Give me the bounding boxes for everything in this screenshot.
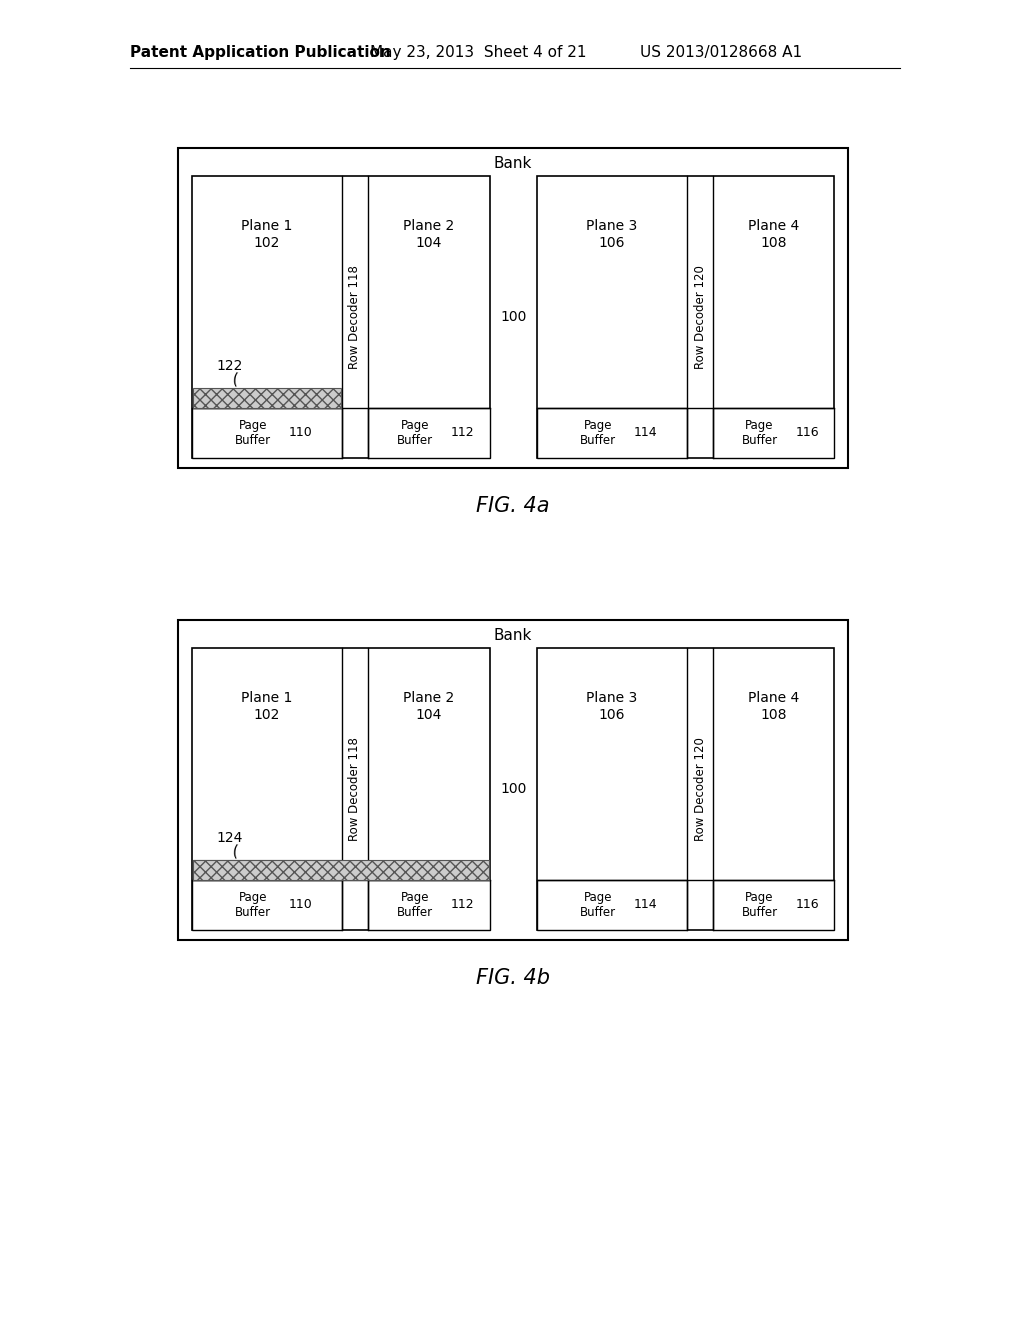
Text: 100: 100 bbox=[501, 310, 526, 323]
Text: (: ( bbox=[231, 371, 239, 387]
Text: 102: 102 bbox=[254, 236, 281, 249]
Bar bbox=[193, 408, 342, 458]
Text: 116: 116 bbox=[796, 426, 819, 440]
Text: Bank: Bank bbox=[494, 157, 532, 172]
Text: Page
Buffer: Page Buffer bbox=[580, 418, 616, 447]
Text: Page
Buffer: Page Buffer bbox=[397, 418, 433, 447]
Text: 106: 106 bbox=[599, 236, 626, 249]
Text: 124: 124 bbox=[217, 832, 243, 845]
Text: Plane 2: Plane 2 bbox=[403, 219, 455, 234]
Bar bbox=[193, 880, 342, 931]
Bar bbox=[537, 880, 687, 931]
Text: Plane 2: Plane 2 bbox=[403, 690, 455, 705]
Text: Plane 3: Plane 3 bbox=[587, 219, 638, 234]
Text: Patent Application Publication: Patent Application Publication bbox=[130, 45, 391, 59]
Bar bbox=[368, 408, 490, 458]
Text: 112: 112 bbox=[451, 426, 475, 440]
Text: 110: 110 bbox=[289, 899, 312, 912]
Text: Row Decoder 118: Row Decoder 118 bbox=[348, 265, 361, 368]
Text: 100: 100 bbox=[501, 781, 526, 796]
Text: Page
Buffer: Page Buffer bbox=[741, 891, 777, 919]
Text: FIG. 4b: FIG. 4b bbox=[476, 968, 550, 987]
Text: Plane 3: Plane 3 bbox=[587, 690, 638, 705]
Text: Row Decoder 118: Row Decoder 118 bbox=[348, 737, 361, 841]
Text: 122: 122 bbox=[217, 359, 243, 374]
Text: 104: 104 bbox=[416, 708, 442, 722]
Bar bbox=[713, 880, 834, 931]
Text: Plane 1: Plane 1 bbox=[242, 690, 293, 705]
Text: Page
Buffer: Page Buffer bbox=[234, 891, 271, 919]
Bar bbox=[537, 176, 834, 458]
Text: Page
Buffer: Page Buffer bbox=[234, 418, 271, 447]
Text: (: ( bbox=[231, 843, 239, 859]
Bar bbox=[368, 880, 490, 931]
Bar bbox=[193, 861, 489, 880]
Text: May 23, 2013  Sheet 4 of 21: May 23, 2013 Sheet 4 of 21 bbox=[370, 45, 587, 59]
Bar bbox=[193, 648, 490, 931]
Text: FIG. 4a: FIG. 4a bbox=[476, 496, 550, 516]
Text: Plane 4: Plane 4 bbox=[748, 690, 799, 705]
Bar bbox=[537, 408, 687, 458]
Bar bbox=[537, 648, 834, 931]
Text: Row Decoder 120: Row Decoder 120 bbox=[693, 265, 707, 368]
Text: Bank: Bank bbox=[494, 628, 532, 644]
Text: US 2013/0128668 A1: US 2013/0128668 A1 bbox=[640, 45, 802, 59]
Text: 108: 108 bbox=[760, 708, 786, 722]
Bar bbox=[193, 861, 341, 880]
Text: 114: 114 bbox=[634, 899, 657, 912]
Text: Plane 4: Plane 4 bbox=[748, 219, 799, 234]
Bar bbox=[193, 388, 341, 408]
Bar bbox=[193, 176, 490, 458]
Text: 110: 110 bbox=[289, 426, 312, 440]
Text: Page
Buffer: Page Buffer bbox=[580, 891, 616, 919]
Bar bbox=[713, 408, 834, 458]
Text: 106: 106 bbox=[599, 708, 626, 722]
Text: Plane 1: Plane 1 bbox=[242, 219, 293, 234]
Text: Row Decoder 120: Row Decoder 120 bbox=[693, 737, 707, 841]
Text: 114: 114 bbox=[634, 426, 657, 440]
Text: 104: 104 bbox=[416, 236, 442, 249]
Text: 102: 102 bbox=[254, 708, 281, 722]
Text: 116: 116 bbox=[796, 899, 819, 912]
Text: Page
Buffer: Page Buffer bbox=[741, 418, 777, 447]
Text: 112: 112 bbox=[451, 899, 475, 912]
Text: Page
Buffer: Page Buffer bbox=[397, 891, 433, 919]
Bar bbox=[178, 620, 848, 940]
Text: 108: 108 bbox=[760, 236, 786, 249]
Bar bbox=[178, 148, 848, 469]
